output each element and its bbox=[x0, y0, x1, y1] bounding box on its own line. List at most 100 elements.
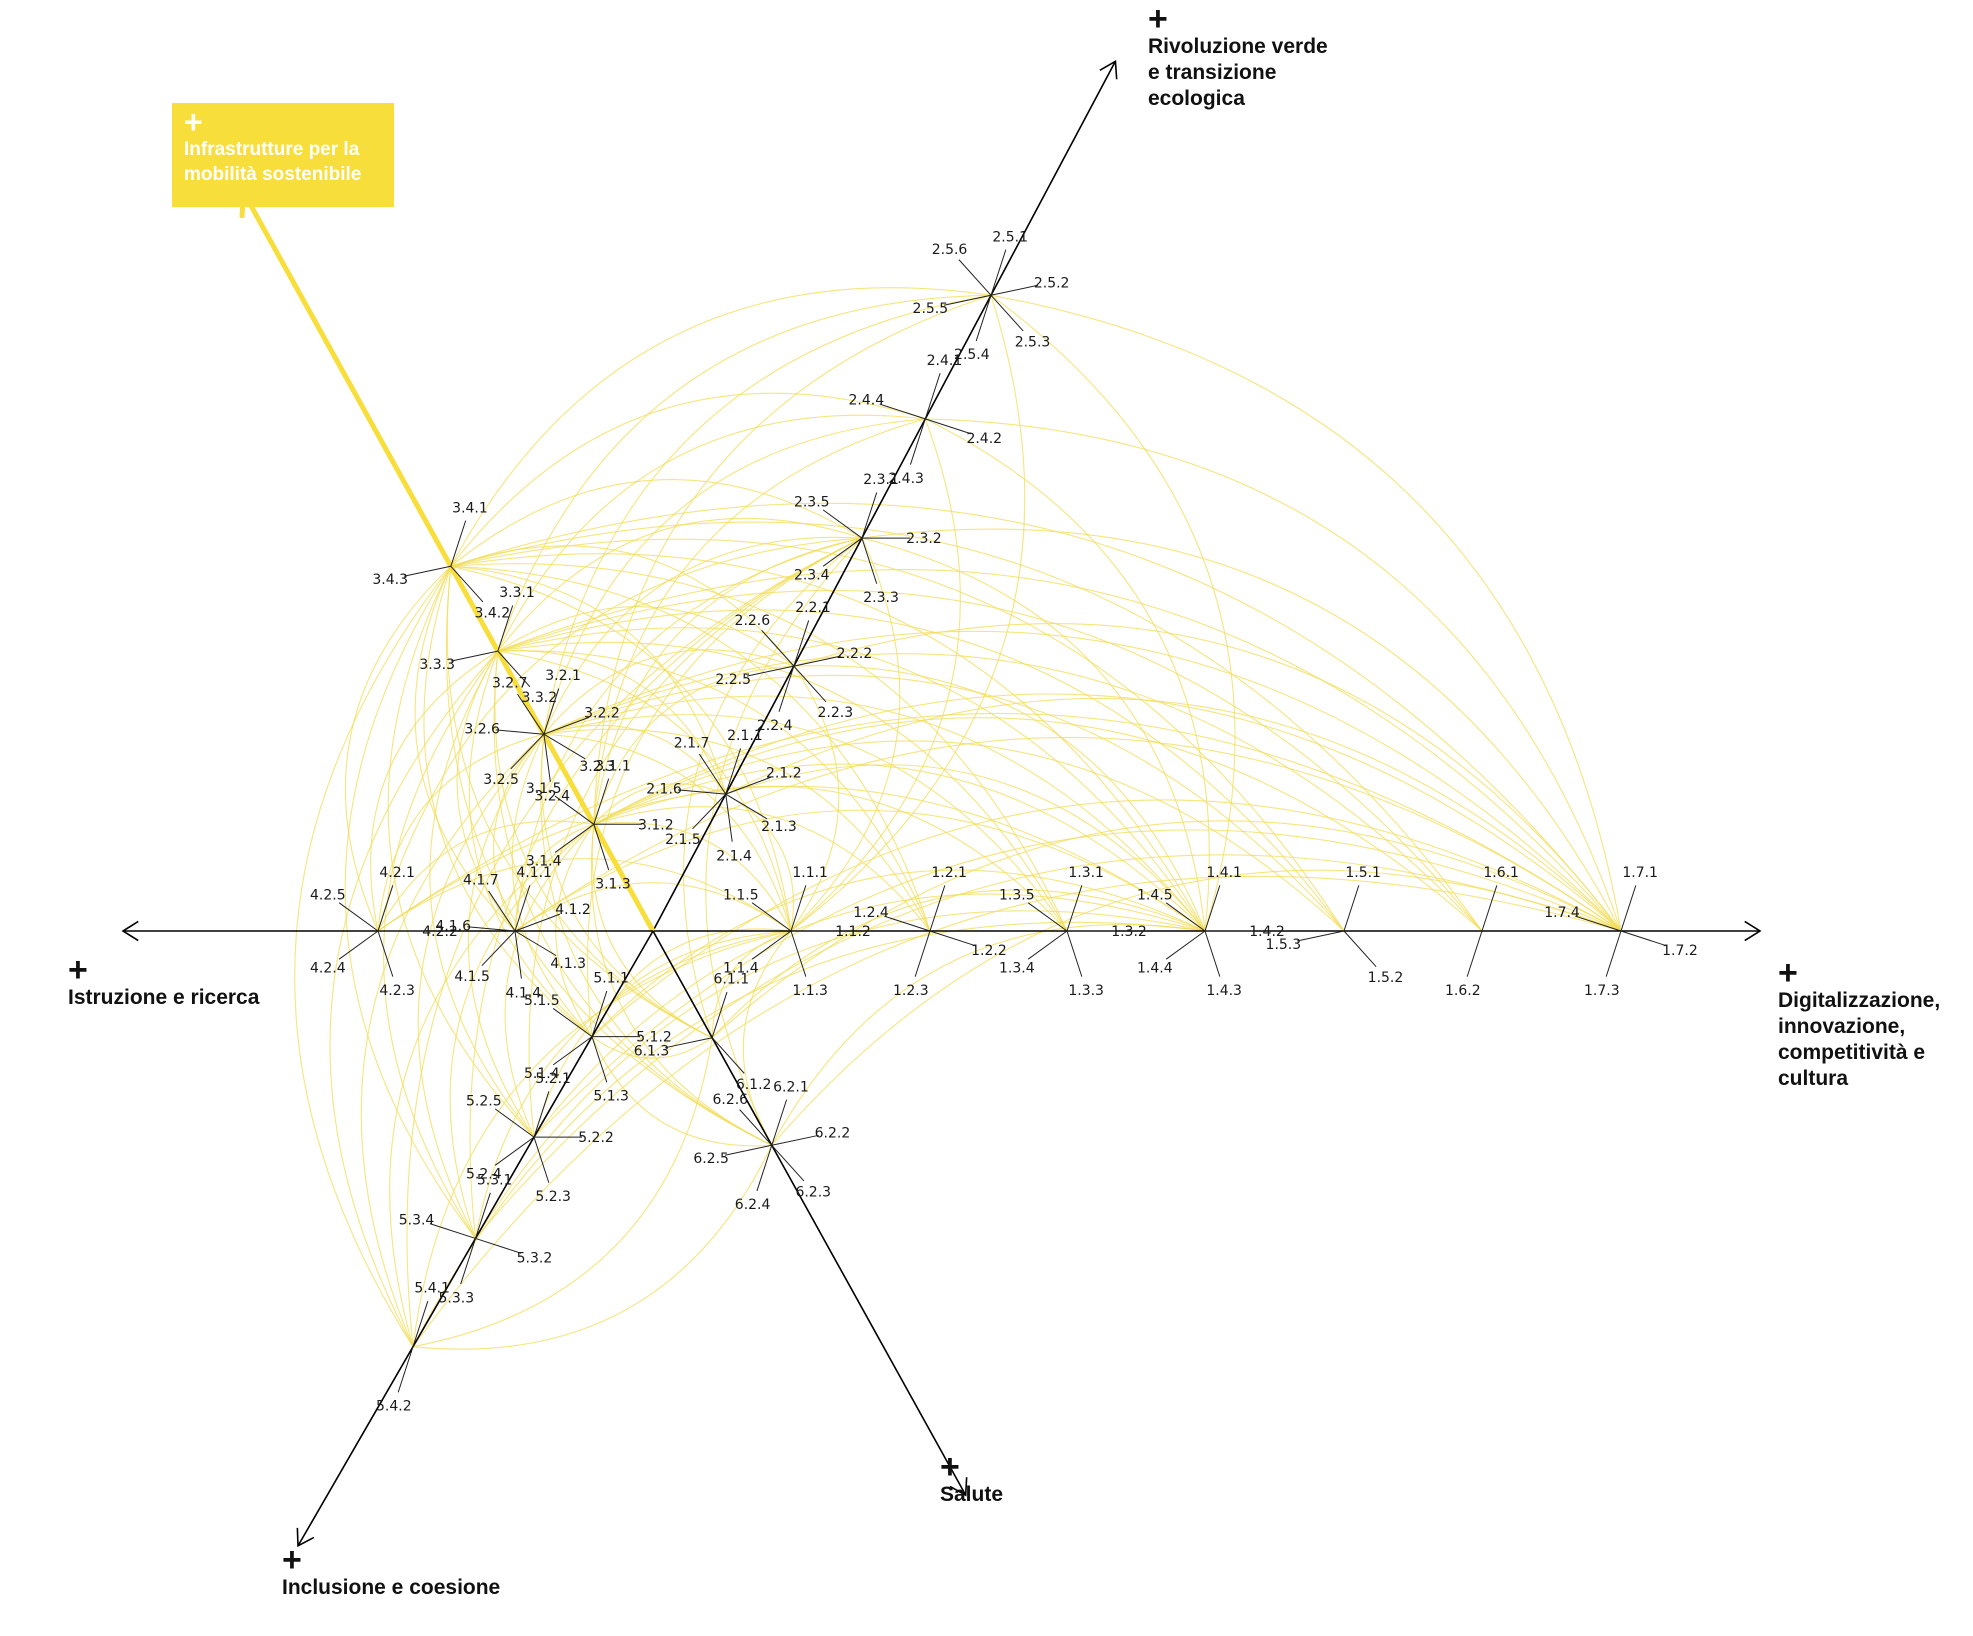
spoke-label: 2.2.3 bbox=[818, 705, 854, 721]
connection-arc bbox=[533, 829, 1622, 1138]
spoke-label: 5.1.2 bbox=[636, 1030, 672, 1046]
connection-arc bbox=[990, 294, 1622, 932]
axis-title-1-line-4: cultura bbox=[1778, 1067, 1849, 1090]
connection-arc bbox=[406, 537, 863, 1347]
connection-arc bbox=[450, 287, 992, 567]
spoke-lines bbox=[338, 249, 1667, 1393]
spoke-4-2-3 bbox=[377, 930, 394, 977]
connection-arc bbox=[586, 537, 863, 1037]
spoke-label: 5.2.4 bbox=[466, 1167, 502, 1183]
connection-arc bbox=[450, 553, 1206, 932]
spoke-label: 6.2.4 bbox=[735, 1197, 771, 1213]
spoke-2-1-7 bbox=[698, 753, 727, 795]
spoke-label: 2.2.1 bbox=[795, 600, 831, 616]
spoke-3-2-3 bbox=[543, 733, 586, 760]
spoke-2-3-3 bbox=[861, 537, 878, 584]
spoke-2-3-5 bbox=[822, 509, 863, 539]
spoke-5-4-1 bbox=[412, 1300, 429, 1347]
spoke-label: 3.2.1 bbox=[545, 668, 581, 684]
spoke-label: 3.2.5 bbox=[483, 772, 519, 788]
spoke-label: 1.4.1 bbox=[1206, 865, 1242, 881]
spoke-4-1-3 bbox=[514, 930, 557, 957]
spoke-1-2-1 bbox=[929, 885, 946, 932]
connection-arc bbox=[591, 869, 1206, 1038]
spoke-6-2-3 bbox=[771, 1144, 805, 1182]
spoke-label: 5.4.1 bbox=[414, 1281, 450, 1297]
spoke-5-3-4 bbox=[429, 1223, 476, 1239]
axis-title-2-line-1: Rivoluzione verde bbox=[1148, 35, 1328, 58]
spoke-3-4-1 bbox=[450, 520, 467, 567]
spoke-2-5-5 bbox=[943, 294, 992, 306]
spoke-label: 3.3.3 bbox=[419, 657, 455, 673]
spoke-label: 4.2.2 bbox=[422, 924, 458, 940]
axis-arrow-2 bbox=[1099, 59, 1118, 80]
axis-line-3 bbox=[241, 190, 656, 933]
spoke-label: 1.1.5 bbox=[723, 888, 759, 904]
connection-arc bbox=[511, 733, 593, 1038]
spoke-6-2-1 bbox=[771, 1099, 788, 1146]
spoke-label: 4.2.3 bbox=[379, 983, 415, 999]
spoke-label: 6.2.2 bbox=[815, 1125, 851, 1141]
connection-arc bbox=[533, 893, 1206, 1138]
spoke-label: 1.6.2 bbox=[1445, 983, 1481, 999]
spoke-label: 1.7.1 bbox=[1622, 865, 1658, 881]
connection-arc bbox=[497, 650, 727, 795]
connection-arc bbox=[533, 930, 792, 1138]
connection-arc bbox=[711, 820, 1622, 1039]
spoke-label: 2.2.5 bbox=[715, 672, 751, 688]
connection-arc bbox=[467, 733, 545, 1138]
connection-arc bbox=[790, 418, 961, 932]
spoke-2-4-3 bbox=[909, 418, 926, 465]
spoke-label: 6.2.6 bbox=[712, 1092, 748, 1108]
connection-arc bbox=[528, 537, 863, 1138]
axis-line-6 bbox=[652, 930, 967, 1496]
spoke-3-1-4 bbox=[554, 823, 595, 853]
connection-arc bbox=[593, 740, 1345, 932]
spoke-label: 4.1.5 bbox=[454, 969, 490, 985]
spoke-label: 2.5.5 bbox=[913, 301, 949, 317]
spoke-2-4-4 bbox=[879, 403, 926, 420]
connection-arc bbox=[497, 606, 795, 667]
spoke-3-2-1 bbox=[543, 688, 560, 735]
spoke-label: 5.2.5 bbox=[466, 1094, 502, 1110]
spoke-label: 3.4.3 bbox=[372, 572, 408, 588]
spoke-2-5-3 bbox=[990, 294, 1024, 332]
connection-arc bbox=[543, 674, 1345, 932]
spoke-3-3-1 bbox=[497, 605, 514, 652]
spoke-label: 1.3.1 bbox=[1068, 865, 1104, 881]
connection-arc bbox=[497, 627, 1206, 932]
spoke-label: 1.2.4 bbox=[853, 905, 889, 921]
plus-icon: + bbox=[184, 104, 203, 140]
spoke-label: 1.3.3 bbox=[1068, 983, 1104, 999]
spoke-label: 2.5.1 bbox=[992, 229, 1028, 245]
spoke-3-1-5 bbox=[554, 795, 595, 825]
connection-arc bbox=[497, 517, 863, 652]
spoke-label: 3.1.5 bbox=[526, 781, 562, 797]
connection-arc bbox=[493, 651, 773, 1146]
spoke-2-2-6 bbox=[761, 630, 795, 667]
spoke-3-2-6 bbox=[496, 729, 544, 735]
connection-arc bbox=[543, 630, 1622, 932]
spoke-6-2-5 bbox=[724, 1144, 772, 1156]
spoke-label: 2.5.2 bbox=[1034, 275, 1070, 291]
spoke-label: 2.5.3 bbox=[1015, 334, 1051, 350]
connection-arc bbox=[389, 823, 595, 1347]
spoke-label: 2.1.6 bbox=[646, 782, 682, 798]
spoke-1-1-5 bbox=[751, 902, 792, 932]
connection-arc bbox=[450, 563, 1068, 932]
connection-arc bbox=[474, 930, 792, 1239]
spoke-label: 1.1.2 bbox=[835, 924, 871, 940]
connection-arc bbox=[861, 528, 1622, 932]
spoke-label: 4.2.5 bbox=[310, 888, 346, 904]
spoke-label: 4.2.4 bbox=[310, 960, 346, 976]
connection-arc bbox=[450, 538, 1345, 932]
spoke-5-1-4 bbox=[552, 1036, 593, 1066]
spoke-1-7-2 bbox=[1620, 930, 1667, 947]
spoke-label: 1.3.4 bbox=[999, 960, 1035, 976]
connection-arc bbox=[414, 566, 516, 932]
spoke-label: 4.1.6 bbox=[435, 918, 471, 934]
axis-title-4-line-1: Istruzione e ricerca bbox=[68, 986, 260, 1009]
connection-arc bbox=[543, 653, 1483, 932]
connection-arc bbox=[543, 695, 1206, 932]
connection-arc bbox=[497, 609, 1345, 932]
